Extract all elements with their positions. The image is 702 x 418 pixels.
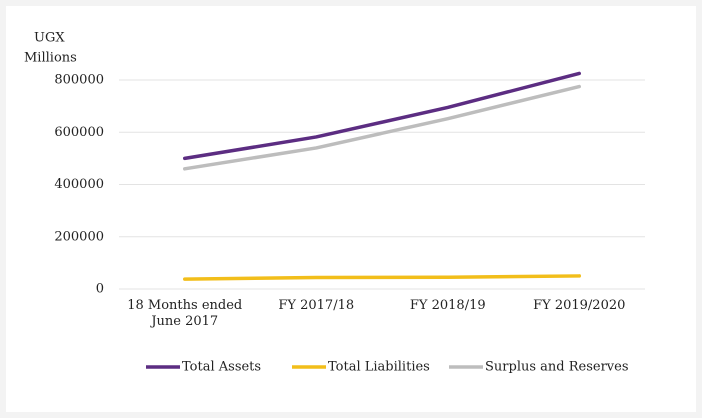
legend-label: Total Assets: [182, 360, 261, 375]
legend-label: Surplus and Reserves: [485, 360, 629, 375]
y-tick-label: 800000: [54, 73, 104, 88]
x-tick-label: FY 2017/18: [278, 298, 355, 313]
chart-panel: [6, 6, 696, 412]
x-tick-label: FY 2019/2020: [533, 298, 626, 313]
y-tick-label: 200000: [54, 229, 104, 244]
y-tick-label: 0: [96, 282, 104, 297]
line-series: [183, 274, 581, 281]
y-tick-label: 400000: [54, 177, 104, 192]
y-tick-label: 600000: [54, 125, 104, 140]
line-series: [183, 71, 581, 161]
x-tick-label: 18 Months ended June 2017: [127, 298, 243, 329]
legend-label: Total Liabilities: [328, 360, 430, 375]
line-series: [183, 84, 581, 171]
y-axis-label: Millions: [24, 51, 77, 66]
x-tick-label: FY 2018/19: [409, 298, 486, 313]
y-axis-label: UGX: [34, 31, 65, 46]
